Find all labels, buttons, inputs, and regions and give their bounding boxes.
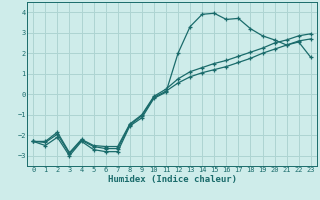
X-axis label: Humidex (Indice chaleur): Humidex (Indice chaleur) xyxy=(108,175,236,184)
